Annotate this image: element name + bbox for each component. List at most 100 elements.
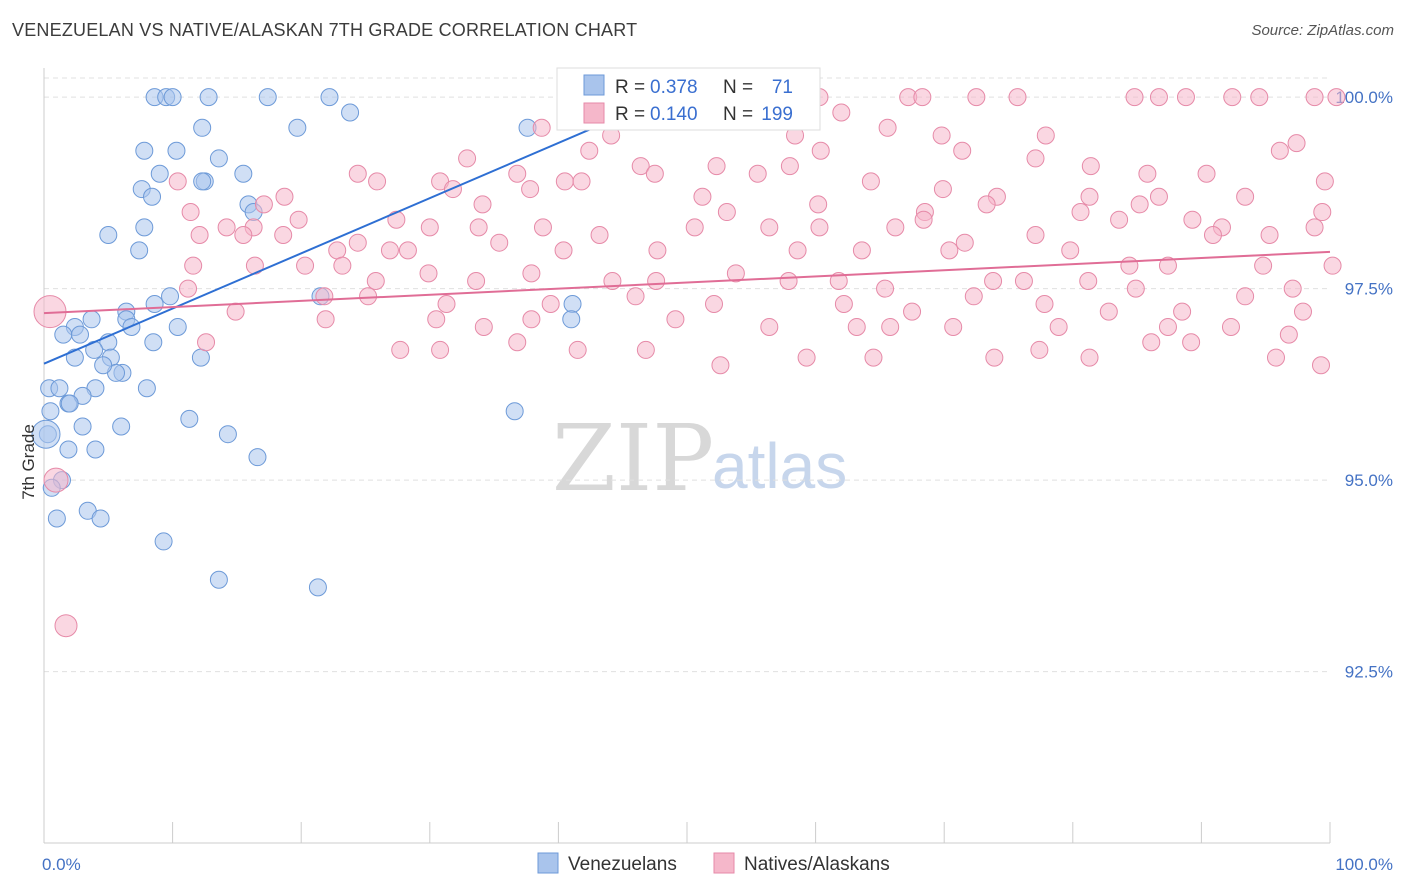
data-point [86, 440, 105, 459]
data-point [167, 141, 186, 160]
data-point [666, 310, 685, 329]
data-point [490, 233, 509, 252]
data-point [554, 241, 573, 260]
data-point [532, 118, 551, 137]
y-tick-label: 95.0% [1345, 471, 1393, 490]
data-point [112, 417, 131, 436]
data-point [380, 241, 399, 260]
data-point [333, 256, 352, 275]
data-point [163, 88, 182, 107]
data-point [861, 172, 880, 191]
data-point [1270, 141, 1289, 160]
data-point [184, 256, 203, 275]
data-point [217, 218, 236, 237]
bottom-legend-swatch-natives [713, 852, 735, 874]
data-point [341, 103, 360, 122]
legend-n-label: N = [723, 104, 753, 125]
data-point [458, 149, 477, 168]
legend-swatch-venezuelans [583, 74, 605, 96]
data-point [1126, 279, 1145, 298]
data-point [1080, 187, 1099, 206]
data-point [522, 310, 541, 329]
legend-n-label: N = [723, 77, 753, 98]
data-point [1026, 149, 1045, 168]
data-point [50, 379, 69, 398]
data-point [707, 157, 726, 176]
data-point [1014, 271, 1033, 290]
data-point [779, 271, 798, 290]
data-point [473, 195, 492, 214]
data-point [522, 264, 541, 283]
data-point [1008, 88, 1027, 107]
data-point [1079, 271, 1098, 290]
data-point [248, 448, 267, 467]
data-point [878, 118, 897, 137]
watermark-zip: ZIP [552, 405, 714, 512]
data-point [275, 187, 294, 206]
data-point [913, 88, 932, 107]
bottom-legend-label: Venezuelans [568, 854, 677, 875]
data-point [1327, 88, 1346, 107]
data-point [580, 141, 599, 160]
data-point [181, 203, 200, 222]
data-point [193, 172, 212, 191]
data-point [711, 356, 730, 375]
data-point [1099, 302, 1118, 321]
data-point [1221, 317, 1240, 336]
data-point [316, 310, 335, 329]
data-point [832, 103, 851, 122]
data-point [1203, 226, 1222, 245]
data-point [1279, 325, 1298, 344]
data-point [161, 287, 180, 306]
data-point [1149, 187, 1168, 206]
data-point [788, 241, 807, 260]
data-point [258, 88, 277, 107]
data-point [1125, 88, 1144, 107]
data-point [359, 287, 378, 306]
axes: 100.0% 97.5% 95.0% 92.5% [43, 68, 1393, 844]
data-point [348, 233, 367, 252]
data-point [59, 440, 78, 459]
data-point [296, 256, 315, 275]
data-point [419, 264, 438, 283]
data-point [829, 271, 848, 290]
data-point [876, 279, 895, 298]
data-point [626, 287, 645, 306]
bottom-legend-label: Natives/Alaskans [744, 854, 890, 875]
data-point [809, 195, 828, 214]
data-point [1049, 317, 1068, 336]
correlation-legend: R = 0.378 N = 71 R = 0.140 N = 199 [556, 67, 821, 131]
data-point [91, 509, 110, 528]
x-tick-label: 100.0% [1335, 855, 1393, 874]
data-point [964, 287, 983, 306]
data-point [521, 180, 540, 199]
data-point [145, 294, 164, 313]
data-point [944, 317, 963, 336]
data-point [154, 532, 173, 551]
data-point [31, 419, 61, 449]
legend-swatch-natives [583, 102, 605, 124]
data-point [1311, 356, 1330, 375]
data-point [984, 271, 1003, 290]
data-point [705, 294, 724, 313]
data-point [427, 310, 446, 329]
chart-title: VENEZUELAN VS NATIVE/ALASKAN 7TH GRADE C… [12, 20, 638, 40]
data-point [1266, 348, 1285, 367]
data-point [955, 233, 974, 252]
data-point [760, 218, 779, 237]
data-point [1305, 218, 1324, 237]
data-point [508, 333, 527, 352]
data-point [563, 294, 582, 313]
data-point [953, 141, 972, 160]
data-point [645, 164, 664, 183]
data-point [73, 417, 92, 436]
data-point [65, 348, 84, 367]
data-point [780, 157, 799, 176]
data-points [31, 88, 1346, 638]
data-point [437, 294, 456, 313]
data-point [1110, 210, 1129, 229]
gridlines [44, 77, 1330, 673]
data-point [1223, 88, 1242, 107]
data-point [1036, 126, 1055, 145]
data-point [54, 614, 78, 638]
